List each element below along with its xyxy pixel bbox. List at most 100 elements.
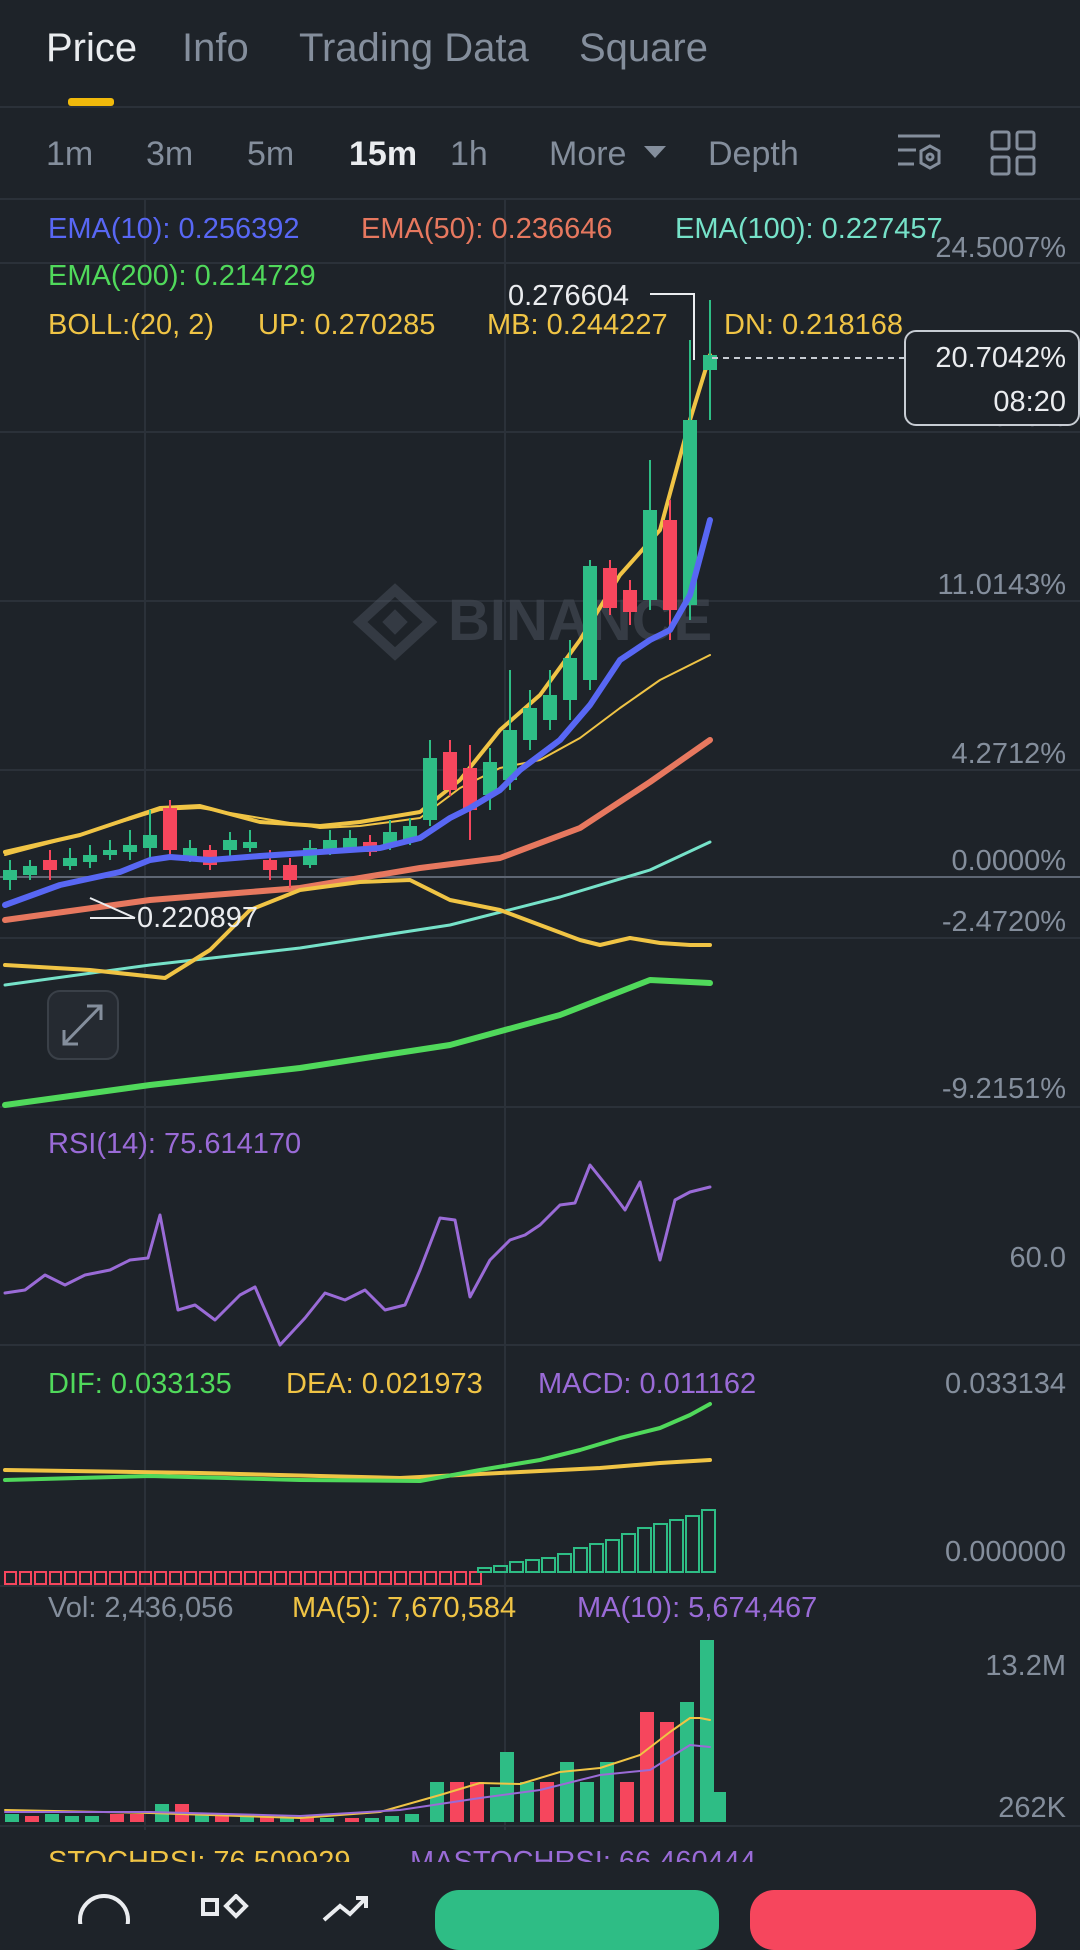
trend-icon[interactable]	[320, 1894, 372, 1924]
volume-bar	[700, 1640, 714, 1822]
volume-axis-top: 13.2M	[985, 1650, 1066, 1682]
macd-bar	[701, 1509, 716, 1573]
buy-button[interactable]	[435, 1890, 719, 1950]
candle-body	[563, 658, 577, 700]
volume-bar	[240, 1816, 254, 1822]
macd-bar	[409, 1571, 422, 1585]
macd-bar	[589, 1543, 604, 1573]
macd-bar	[424, 1571, 437, 1585]
tab-info[interactable]: Info	[182, 26, 249, 70]
candle-body	[423, 758, 437, 820]
expand-chart-button[interactable]	[47, 990, 119, 1060]
macd-bar	[573, 1547, 588, 1573]
candle-body	[223, 840, 237, 850]
candle-body	[243, 842, 257, 848]
volume-ma10-line	[4, 1744, 711, 1817]
interval-3m[interactable]: 3m	[146, 135, 194, 173]
macd-bar	[34, 1571, 47, 1585]
interval-1h[interactable]: 1h	[450, 135, 488, 173]
volume-bar	[540, 1782, 554, 1822]
shapes-icon[interactable]	[200, 1894, 252, 1924]
volume-bar	[280, 1818, 294, 1822]
macd-bar	[229, 1571, 242, 1585]
macd-bar	[319, 1571, 332, 1585]
candle-body	[463, 768, 477, 810]
macd-axis-zero: 0.000000	[945, 1536, 1066, 1568]
interval-15m[interactable]: 15m	[349, 135, 418, 173]
interval-bar: 1m 3m 5m 15m 1h More Depth	[0, 108, 1080, 200]
grid-layout-icon[interactable]	[990, 130, 1036, 176]
boll-mb-label: MB: 0.244227	[487, 309, 668, 341]
chart-settings-icon[interactable]	[896, 130, 942, 176]
candle-body	[63, 858, 77, 866]
candle-body	[83, 855, 97, 862]
volume-bar	[520, 1782, 534, 1822]
volume-axis-bottom: 262K	[998, 1792, 1066, 1824]
macd-bar	[154, 1571, 167, 1585]
high-price-label: 0.276604	[508, 280, 629, 312]
high-marker-line	[650, 293, 695, 360]
interval-1m[interactable]: 1m	[46, 135, 94, 173]
candle-body	[543, 695, 557, 720]
tab-price[interactable]: Price	[46, 26, 138, 70]
candle-body	[583, 566, 597, 680]
tab-trading-data[interactable]: Trading Data	[299, 26, 529, 70]
volume-bar	[620, 1782, 634, 1822]
interval-more[interactable]: More	[549, 135, 627, 173]
tab-square[interactable]: Square	[579, 26, 708, 70]
macd-bar	[124, 1571, 137, 1585]
volume-bar	[405, 1814, 419, 1822]
boll-up-line	[3, 353, 712, 854]
top-tabs: Price Info Trading Data Square	[0, 0, 1080, 108]
active-tab-indicator	[68, 98, 114, 106]
axis-label: -9.2151%	[941, 1073, 1066, 1105]
expand-icon	[62, 1004, 103, 1046]
volume-ma5-line	[4, 1717, 711, 1819]
rsi-axis-label: 60.0	[1009, 1242, 1066, 1274]
macd-bar	[214, 1571, 227, 1585]
volume-bar	[25, 1816, 39, 1822]
sell-button[interactable]	[750, 1890, 1036, 1950]
volume-bar	[640, 1712, 654, 1822]
macd-dea-line	[3, 1458, 712, 1480]
candle-body	[603, 568, 617, 608]
ema100-line	[3, 840, 712, 987]
candle-body	[183, 848, 197, 858]
volume-ma10-label: MA(10): 5,674,467	[577, 1592, 818, 1624]
macd-bar	[79, 1571, 92, 1585]
macd-bar	[469, 1571, 482, 1585]
binance-logo-icon	[352, 583, 438, 661]
volume-bar	[470, 1782, 484, 1822]
macd-bar	[19, 1571, 32, 1585]
macd-bar	[637, 1527, 652, 1573]
volume-bar	[320, 1818, 334, 1822]
macd-bar	[199, 1571, 212, 1585]
candle-body	[443, 752, 457, 790]
candle-body	[263, 860, 277, 870]
volume-bar	[215, 1816, 229, 1822]
volume-bar	[300, 1818, 314, 1822]
rsi-line	[3, 1163, 712, 1347]
volume-bar	[385, 1816, 399, 1822]
boll-dn-label: DN: 0.218168	[724, 309, 903, 341]
interval-5m[interactable]: 5m	[247, 135, 295, 173]
candle-body	[663, 520, 677, 610]
candle-body	[523, 708, 537, 740]
ema50-line	[2, 737, 713, 923]
interval-depth[interactable]: Depth	[708, 135, 799, 173]
macd-bar	[184, 1571, 197, 1585]
ema200-line	[2, 977, 713, 1108]
candle-body	[43, 860, 57, 870]
volume-bar	[580, 1782, 594, 1822]
macd-bar	[439, 1571, 452, 1585]
candle-body	[283, 865, 297, 880]
macd-bar	[94, 1571, 107, 1585]
volume-bar	[560, 1762, 574, 1822]
macd-bar	[493, 1565, 508, 1573]
volume-ma5-label: MA(5): 7,670,584	[292, 1592, 517, 1624]
more-icon[interactable]	[78, 1894, 130, 1924]
candle-body	[683, 420, 697, 605]
candle-body	[23, 866, 37, 875]
macd-bar	[364, 1571, 377, 1585]
